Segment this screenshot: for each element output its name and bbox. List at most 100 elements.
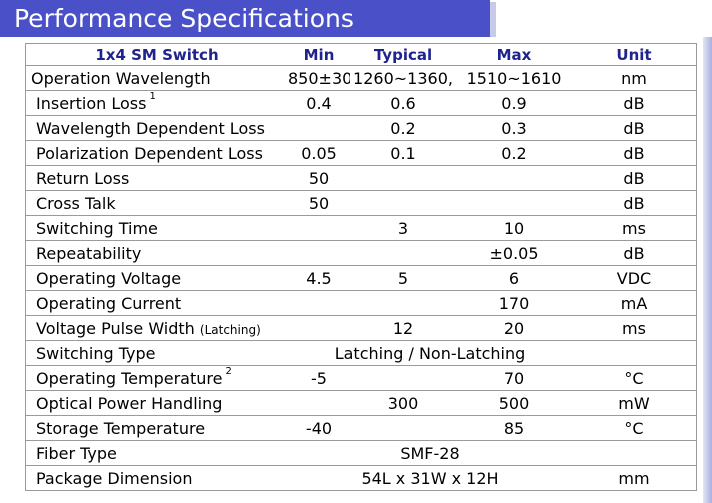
parameter-label: Switching Type [36,343,156,363]
row-min-value [288,315,350,341]
row-typical-value: 3 [350,215,456,241]
banner-shadow [490,2,496,37]
row-unit: dB [572,90,697,116]
parameter-label: Insertion Loss [36,93,147,113]
table-row: Switching Type Latching / Non-Latching [25,340,697,366]
row-typical-value [350,190,456,216]
row-max-value: 85 [456,415,572,441]
table-row: Package Dimension 54L x 31W x 12H mm [25,465,697,491]
row-min-value: 850±30, [288,65,350,91]
row-parameter-name: Polarization Dependent Loss [25,140,288,166]
row-typical-value: 12 [350,315,456,341]
row-typical-value [350,365,456,391]
row-unit: ms [572,315,697,341]
row-min-value [288,390,350,416]
right-edge-decoration [703,37,712,503]
row-max-value: 500 [456,390,572,416]
table-row: Return Loss 50 dB [25,165,697,191]
parameter-label: Storage Temperature [36,418,206,438]
row-parameter-name: Return Loss [25,165,288,191]
row-parameter-name: Switching Type [25,340,288,366]
row-spanned-value: 54L x 31W x 12H [288,465,572,491]
row-max-value [456,165,572,191]
row-max-value: 0.3 [456,115,572,141]
spec-table: 1x4 SM Switch Min Typical Max Unit Opera… [25,43,697,491]
row-max-value: 6 [456,265,572,291]
row-typical-value [350,290,456,316]
parameter-note: (Latching) [199,322,261,337]
spec-table-body: Operation Wavelength850±30,1260~1360,151… [25,65,697,491]
table-row: Cross Talk 50 dB [25,190,697,216]
row-min-value: -5 [288,365,350,391]
parameter-label: Fiber Type [36,443,117,463]
row-parameter-name: Package Dimension [25,465,288,491]
row-min-value [288,240,350,266]
row-min-value: 50 [288,190,350,216]
row-parameter-name: Fiber Type [25,440,288,466]
row-typical-value [350,165,456,191]
row-min-value: 0.05 [288,140,350,166]
row-max-value: 20 [456,315,572,341]
row-max-value: 170 [456,290,572,316]
row-unit: nm [572,65,697,91]
row-unit: dB [572,190,697,216]
row-max-value [456,190,572,216]
row-parameter-name: Operating Temperature 2 [25,365,288,391]
row-min-value: 0.4 [288,90,350,116]
row-unit: dB [572,165,697,191]
row-max-value: 70 [456,365,572,391]
header-min: Min [288,43,350,66]
row-unit: dB [572,140,697,166]
parameter-label: Operating Voltage [36,268,182,288]
row-spanned-value: Latching / Non-Latching [288,340,572,366]
header-max: Max [456,43,572,66]
table-row: Repeatability ±0.05 dB [25,240,697,266]
header-unit: Unit [572,43,697,66]
parameter-label: Operating Temperature [36,368,223,388]
row-parameter-name: Operating Voltage [25,265,288,291]
table-row: Operating Current 170 mA [25,290,697,316]
parameter-label: Return Loss [36,168,130,188]
row-parameter-name: Operation Wavelength [25,65,288,91]
row-min-value: -40 [288,415,350,441]
table-row: Insertion Loss 1 0.4 0.6 0.9 dB [25,90,697,116]
parameter-label: Package Dimension [36,468,193,488]
table-row: Wavelength Dependent Loss 0.2 0.3 dB [25,115,697,141]
table-row: Voltage Pulse Width (Latching) 12 20 ms [25,315,697,341]
footnote-marker: 1 [149,90,156,102]
row-min-value [288,215,350,241]
table-row: Optical Power Handling 300 500 mW [25,390,697,416]
row-parameter-name: Cross Talk [25,190,288,216]
row-max-value: 10 [456,215,572,241]
table-header-row: 1x4 SM Switch Min Typical Max Unit [25,43,697,66]
table-row: Operating Temperature 2 -5 70 °C [25,365,697,391]
row-min-value [288,290,350,316]
row-parameter-name: Switching Time [25,215,288,241]
parameter-label: Voltage Pulse Width [36,318,195,338]
parameter-label: Operation Wavelength [31,68,211,88]
row-unit: dB [572,115,697,141]
parameter-label: Wavelength Dependent Loss [36,118,265,138]
table-row: Storage Temperature -40 85 °C [25,415,697,441]
row-parameter-name: Repeatability [25,240,288,266]
row-typical-value: 1260~1360, [350,65,456,91]
row-min-value: 50 [288,165,350,191]
row-max-value: 0.2 [456,140,572,166]
row-parameter-name: Operating Current [25,290,288,316]
row-min-value: 4.5 [288,265,350,291]
row-unit [572,340,697,366]
row-parameter-name: Optical Power Handling [25,390,288,416]
row-parameter-name: Voltage Pulse Width (Latching) [25,315,288,341]
table-row: Fiber Type SMF-28 [25,440,697,466]
parameter-label: Cross Talk [36,193,116,213]
header-typical: Typical [350,43,456,66]
row-typical-value: 300 [350,390,456,416]
row-unit: mm [572,465,697,491]
parameter-label: Repeatability [36,243,142,263]
row-spanned-value: SMF-28 [288,440,572,466]
row-unit: °C [572,365,697,391]
row-unit: mA [572,290,697,316]
row-max-value: 0.9 [456,90,572,116]
row-unit: mW [572,390,697,416]
parameter-label: Switching Time [36,218,158,238]
